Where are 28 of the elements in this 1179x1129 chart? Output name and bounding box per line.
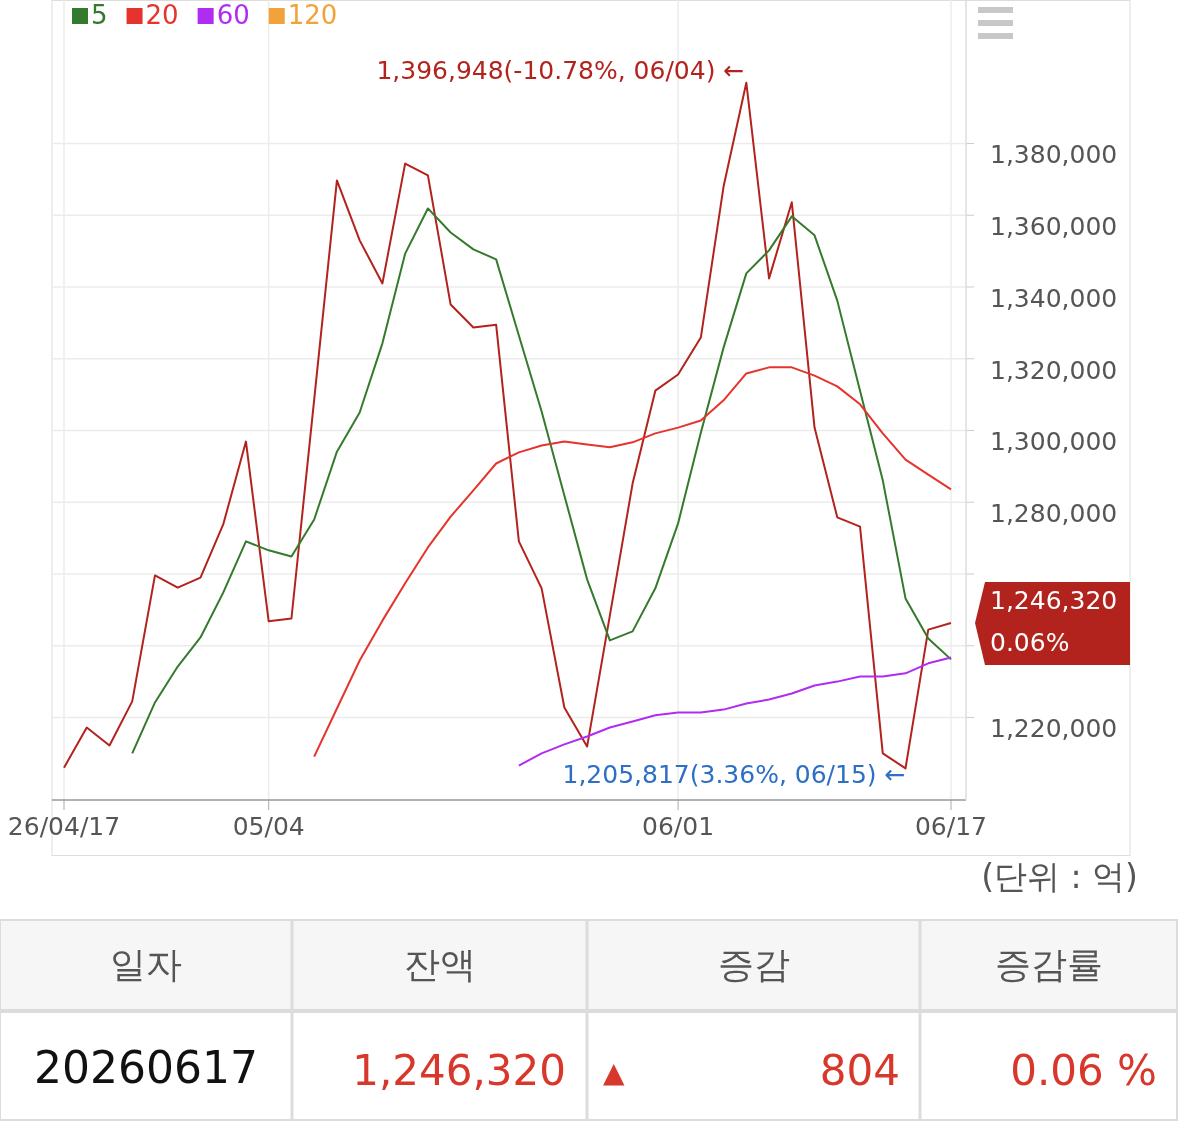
x-tick-label: 05/04 — [232, 812, 305, 841]
y-tick-label: 1,280,000 — [990, 499, 1118, 529]
legend-label: 20 — [145, 0, 179, 30]
y-tick-label: 1,300,000 — [990, 427, 1118, 457]
y-tick-label: 1,340,000 — [990, 284, 1118, 313]
y-tick-label: 1,320,000 — [990, 355, 1118, 385]
text: 20260617 — [34, 1042, 258, 1093]
x-tick-label: 06/17 — [914, 812, 988, 841]
text: 0.06 % — [1010, 1046, 1157, 1095]
text: 804 — [819, 1046, 900, 1095]
text: 증감률 — [994, 944, 1103, 985]
y-tick-label: 1,220,000 — [990, 714, 1118, 744]
text: 잔액 — [403, 944, 476, 985]
legend-label: 120 — [287, 0, 338, 30]
text: 일자 — [110, 944, 182, 985]
annotation: 1,396,948(-10.78%, 06/04) ← — [376, 55, 745, 85]
text: 1,246,320 — [352, 1046, 566, 1095]
y-tick-label: 1,380,000 — [990, 140, 1118, 170]
annotation: 1,205,817(3.36%, 06/15) ← — [562, 760, 906, 790]
y-tick-label: 1,360,000 — [990, 212, 1118, 242]
text: ▲ — [603, 1056, 625, 1089]
x-tick-label: 06/01 — [642, 812, 715, 841]
text: 증감 — [717, 944, 790, 985]
legend-label: 5 — [91, 0, 108, 30]
text: (단위 : 억) — [981, 857, 1138, 896]
x-tick-label: 26/04/17 — [7, 812, 121, 841]
text: 1,246,320 0.06% — [990, 586, 1118, 658]
legend-label: 60 — [216, 0, 250, 30]
